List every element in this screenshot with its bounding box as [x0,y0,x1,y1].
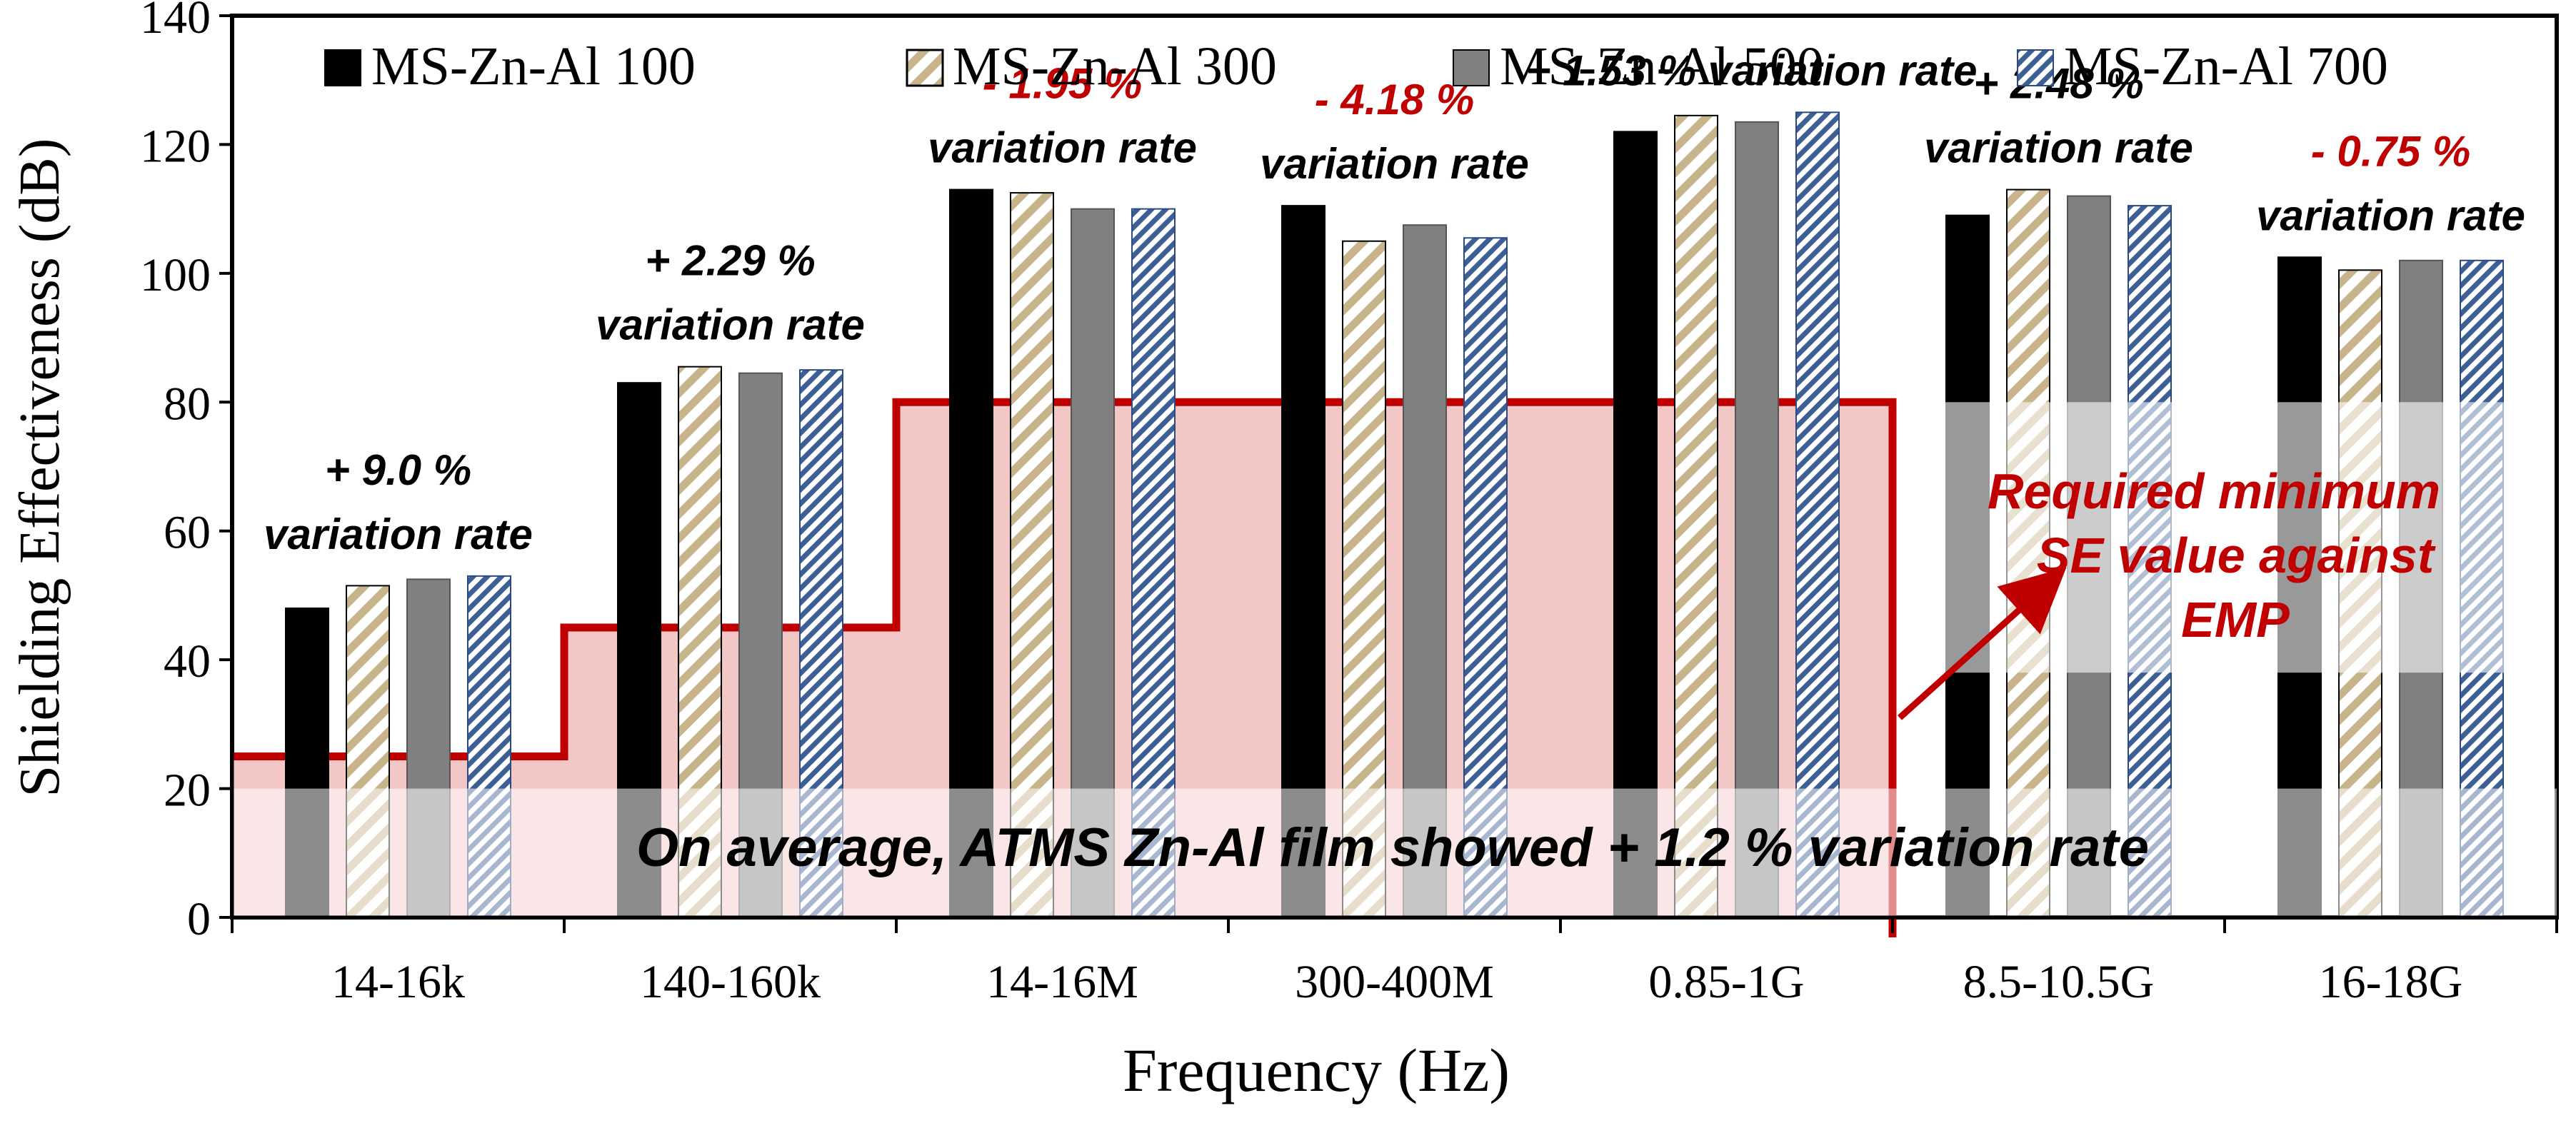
required-se-arrow [1897,567,2067,720]
variation-annotation-16-18g-label: variation rate [2256,191,2525,239]
y-tick-label-20: 20 [164,765,211,817]
required-se-label-line-3: EMP [2181,592,2290,648]
x-tick-label-8-5-10-5g: 8.5-10.5G [1963,956,2155,1008]
bar-ms-zn-al-300-0-85-1g [1674,114,1718,918]
summary-text-backdrop [232,788,1893,917]
variation-annotation-14-16k-value: + 9.0 % [325,446,471,494]
axes-layer: 0 20 40 60 80 100 120 140 14-16k 140-160k 14-16M 30… [140,0,2558,1008]
bar-ms-zn-al-700-0-85-1g [1795,111,1840,919]
summary-text: On average, ATMS Zn-Al film showed + 1.2… [636,817,2149,878]
annotations-layer: variation rate + 9.0 % variation rate + 2.2… [264,46,2525,558]
legend-swatch-ms-zn-al-300 [906,49,944,87]
variation-annotation-16-18g-value: - 0.75 % [2311,127,2470,175]
required-se-label-line-1: Required minimum [1988,463,2440,519]
y-tick-label-60: 60 [164,507,211,559]
legend-swatch-ms-zn-al-700 [2017,49,2054,86]
x-tick-label-140-160k: 140-160k [640,956,821,1008]
y-tick-label-40: 40 [164,635,211,688]
bar-ms-zn-al-500-0-85-1g [1735,121,1779,919]
legend-swatch-ms-zn-al-500 [1453,49,1490,86]
x-tick-label-14-16m: 14-16M [986,956,1138,1008]
variation-annotation-8-5-10-5g-label: variation rate [1924,124,2193,172]
legend-swatch-ms-zn-al-100 [324,49,361,86]
legend-label-ms-zn-al-500: MS-Zn-Al 500 [1500,36,1824,96]
required-se-label-line-2: SE value against [2037,528,2436,583]
y-tick-label-80: 80 [164,378,211,430]
y-tick-label-100: 100 [140,249,211,301]
variation-annotation-140-160k-value: + 2.29 % [645,237,816,285]
right-lower-backdrop [1893,788,2557,917]
x-tick-label-0-85-1g: 0.85-1G [1648,956,1804,1008]
variation-annotation-140-160k-label: variation rate [596,301,865,349]
variation-annotation-14-16m-value: - 1.95 % [983,60,1142,108]
x-axis-title: Frequency (Hz) [1123,1036,1510,1104]
legend-label-ms-zn-al-700: MS-Zn-Al 700 [2064,36,2388,96]
y-tick-label-140: 140 [140,0,211,44]
variation-annotation-8-5-10-5g-value: + 2.48 % [1973,60,2144,108]
y-tick-label-120: 120 [140,120,211,172]
required-se-step-line [232,398,1897,937]
legend-label-ms-zn-al-300: MS-Zn-Al 300 [953,36,1277,96]
variation-annotation-300-400m-value: - 4.18 % [1315,76,1474,124]
y-axis-title: Shielding Effectiveness (dB) [9,139,71,797]
y-tick-label-0: 0 [187,893,211,945]
legend: MS-Zn-Al 100 MS-Zn-Al 300 MS-Zn-Al 500 M… [324,36,2388,96]
variation-annotation-0-85-1g-value: + 1.53 % variation rate [1526,46,1978,94]
legend-label-ms-zn-al-100: MS-Zn-Al 100 [371,36,696,96]
required-se-label: Required minimum SE value against EMP [1988,463,2440,648]
variation-annotation-14-16m-label: variation rate [928,124,1197,172]
overlay-layer [232,402,2557,917]
x-tick-label-300-400m: 300-400M [1295,956,1494,1008]
x-tick-label-14-16k: 14-16k [331,956,465,1008]
variation-annotation-300-400m-label: variation rate [1260,140,1529,188]
x-tick-label-16-18g: 16-18G [2319,956,2463,1008]
variation-annotation-14-16k-label: variation rate [264,510,533,558]
bar-ms-zn-al-100-0-85-1g [1613,131,1658,918]
